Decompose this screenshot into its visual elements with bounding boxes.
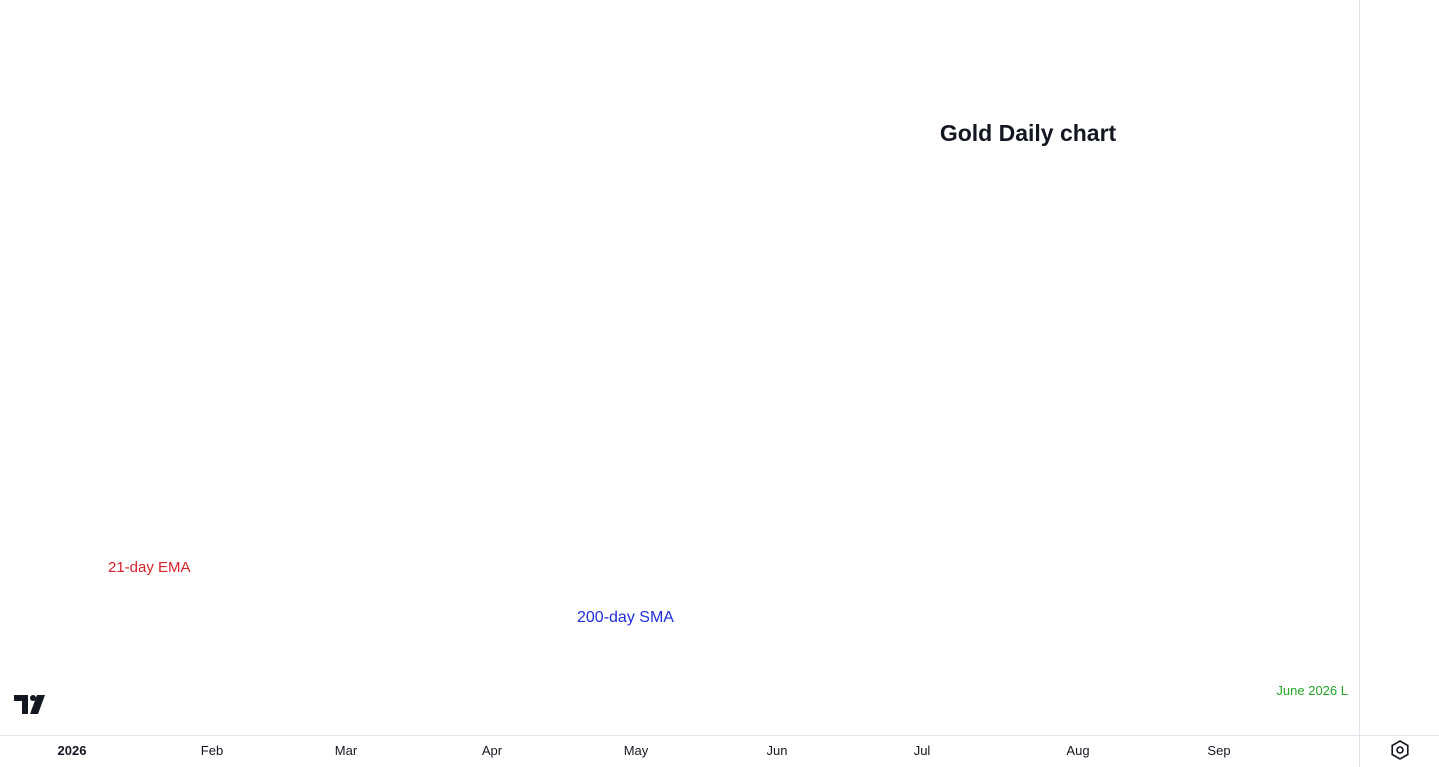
x-tick-label: Apr: [482, 743, 503, 758]
x-tick-label: Jun: [767, 743, 788, 758]
tradingview-logo[interactable]: [14, 695, 45, 714]
plot-area[interactable]: [0, 0, 1360, 735]
settings-icon[interactable]: [1388, 738, 1412, 762]
x-tick-label: 2026: [58, 743, 87, 758]
logo-mark-left: [14, 695, 28, 714]
ema-annotation: 21-day EMA: [108, 559, 191, 576]
x-tick-label: Jul: [914, 743, 931, 758]
x-tick-label: Feb: [201, 743, 223, 758]
price-axis[interactable]: [1360, 0, 1439, 767]
june-low-annotation: June 2026 L: [1276, 683, 1348, 698]
x-axis-ticks: 2026 Feb Mar Apr May Jun Jul Aug Sep: [58, 743, 1231, 758]
chart-title: Gold Daily chart: [940, 120, 1117, 146]
logo-mark-right: [30, 695, 45, 714]
sma-annotation: 200-day SMA: [577, 609, 674, 626]
x-tick-label: May: [624, 743, 649, 758]
logo-dot: [30, 695, 36, 701]
x-tick-label: Sep: [1207, 743, 1230, 758]
x-tick-label: Aug: [1066, 743, 1089, 758]
x-tick-label: Mar: [335, 743, 358, 758]
